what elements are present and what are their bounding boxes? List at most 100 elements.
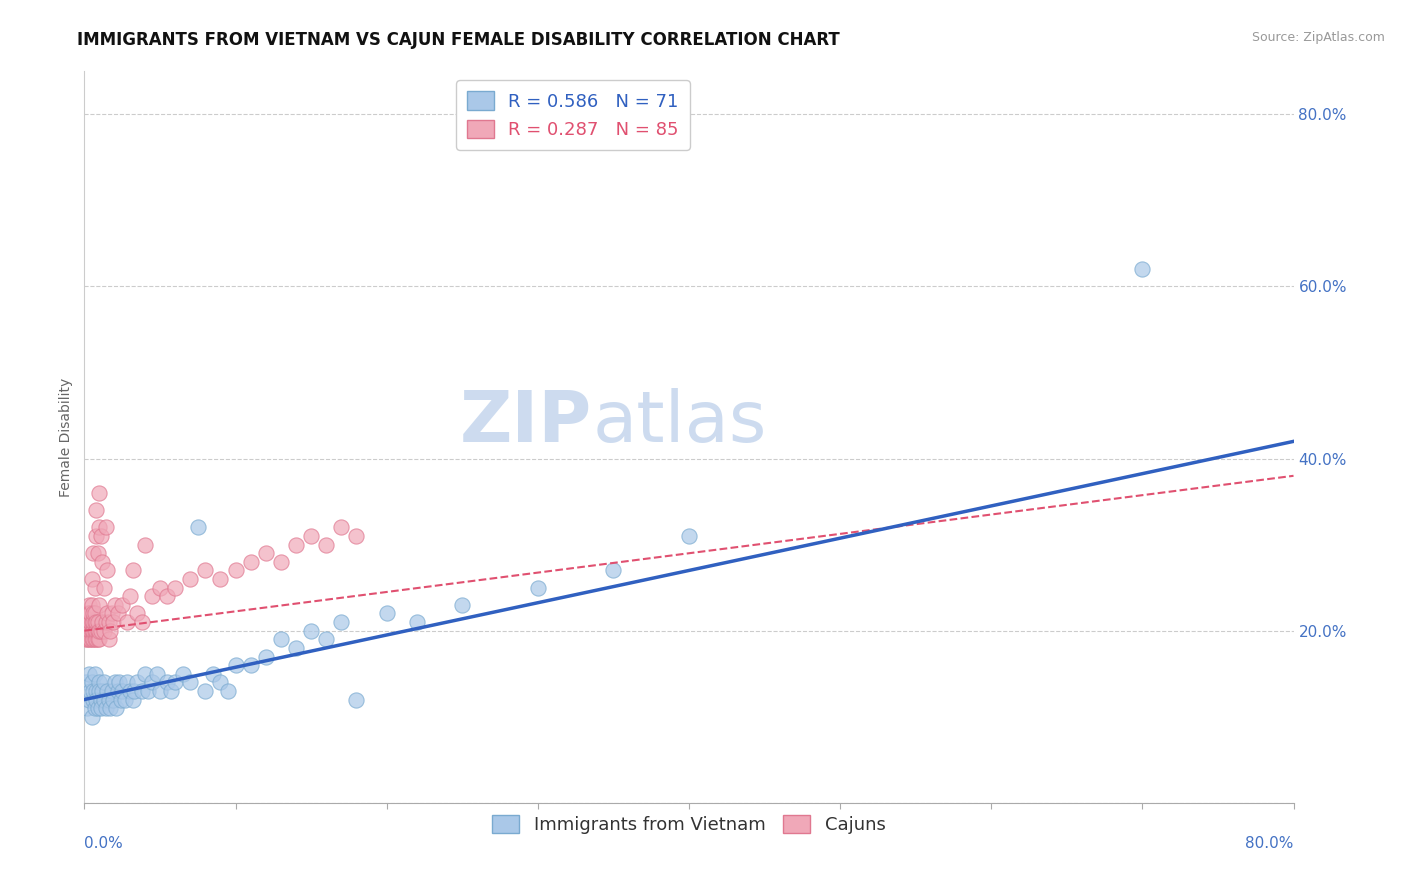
- Point: [127, 675, 149, 690]
- Point: [76, 615, 98, 629]
- Point: [84, 632, 107, 647]
- Text: ZIP: ZIP: [460, 388, 592, 457]
- Point: [115, 675, 138, 690]
- Point: [131, 684, 153, 698]
- Point: [90, 692, 112, 706]
- Point: [79, 615, 101, 629]
- Point: [80, 632, 103, 647]
- Point: [194, 564, 217, 578]
- Point: [84, 701, 107, 715]
- Point: [89, 598, 111, 612]
- Text: IMMIGRANTS FROM VIETNAM VS CAJUN FEMALE DISABILITY CORRELATION CHART: IMMIGRANTS FROM VIETNAM VS CAJUN FEMALE …: [77, 31, 839, 49]
- Point: [82, 632, 104, 647]
- Point: [165, 675, 187, 690]
- Point: [98, 624, 121, 638]
- Point: [165, 581, 187, 595]
- Point: [75, 624, 97, 638]
- Point: [76, 624, 98, 638]
- Point: [90, 624, 112, 638]
- Point: [299, 624, 322, 638]
- Point: [121, 692, 143, 706]
- Point: [89, 486, 111, 500]
- Point: [101, 615, 124, 629]
- Point: [89, 675, 111, 690]
- Point: [254, 649, 277, 664]
- Point: [84, 666, 107, 681]
- Point: [80, 710, 103, 724]
- Point: [91, 555, 114, 569]
- Point: [89, 632, 111, 647]
- Point: [91, 684, 114, 698]
- Point: [118, 684, 141, 698]
- Point: [115, 615, 138, 629]
- Point: [602, 564, 624, 578]
- Point: [86, 503, 108, 517]
- Point: [76, 632, 98, 647]
- Point: [100, 607, 122, 621]
- Point: [77, 615, 100, 629]
- Point: [156, 589, 179, 603]
- Point: [100, 684, 122, 698]
- Point: [93, 692, 115, 706]
- Point: [76, 607, 98, 621]
- Point: [77, 692, 100, 706]
- Point: [239, 555, 262, 569]
- Point: [330, 520, 353, 534]
- Point: [84, 581, 107, 595]
- Point: [77, 632, 100, 647]
- Point: [146, 666, 169, 681]
- Point: [110, 692, 132, 706]
- Point: [121, 564, 143, 578]
- Point: [79, 624, 101, 638]
- Point: [86, 624, 108, 638]
- Point: [82, 692, 104, 706]
- Point: [201, 666, 224, 681]
- Point: [299, 529, 322, 543]
- Point: [93, 675, 115, 690]
- Legend: Immigrants from Vietnam, Cajuns: Immigrants from Vietnam, Cajuns: [485, 807, 893, 841]
- Point: [451, 598, 474, 612]
- Point: [77, 598, 100, 612]
- Point: [118, 589, 141, 603]
- Point: [91, 615, 114, 629]
- Point: [156, 675, 179, 690]
- Point: [87, 546, 110, 560]
- Point: [89, 520, 111, 534]
- Point: [79, 684, 101, 698]
- Point: [89, 684, 111, 698]
- Point: [315, 538, 337, 552]
- Point: [79, 632, 101, 647]
- Point: [141, 589, 163, 603]
- Point: [131, 615, 153, 629]
- Point: [111, 598, 134, 612]
- Point: [285, 538, 308, 552]
- Point: [75, 632, 97, 647]
- Point: [93, 624, 115, 638]
- Point: [82, 607, 104, 621]
- Point: [75, 615, 97, 629]
- Point: [225, 658, 247, 673]
- Point: [149, 581, 172, 595]
- Point: [90, 529, 112, 543]
- Point: [1130, 262, 1153, 277]
- Point: [678, 529, 700, 543]
- Point: [94, 520, 117, 534]
- Point: [80, 615, 103, 629]
- Point: [346, 692, 368, 706]
- Point: [90, 701, 112, 715]
- Text: Source: ZipAtlas.com: Source: ZipAtlas.com: [1251, 31, 1385, 45]
- Point: [187, 520, 209, 534]
- Point: [97, 692, 120, 706]
- Point: [87, 624, 110, 638]
- Point: [96, 607, 118, 621]
- Point: [346, 529, 368, 543]
- Point: [101, 692, 124, 706]
- Point: [82, 615, 104, 629]
- Point: [136, 684, 159, 698]
- Point: [111, 684, 134, 698]
- Point: [97, 615, 120, 629]
- Point: [87, 615, 110, 629]
- Point: [375, 607, 398, 621]
- Point: [141, 675, 163, 690]
- Point: [527, 581, 550, 595]
